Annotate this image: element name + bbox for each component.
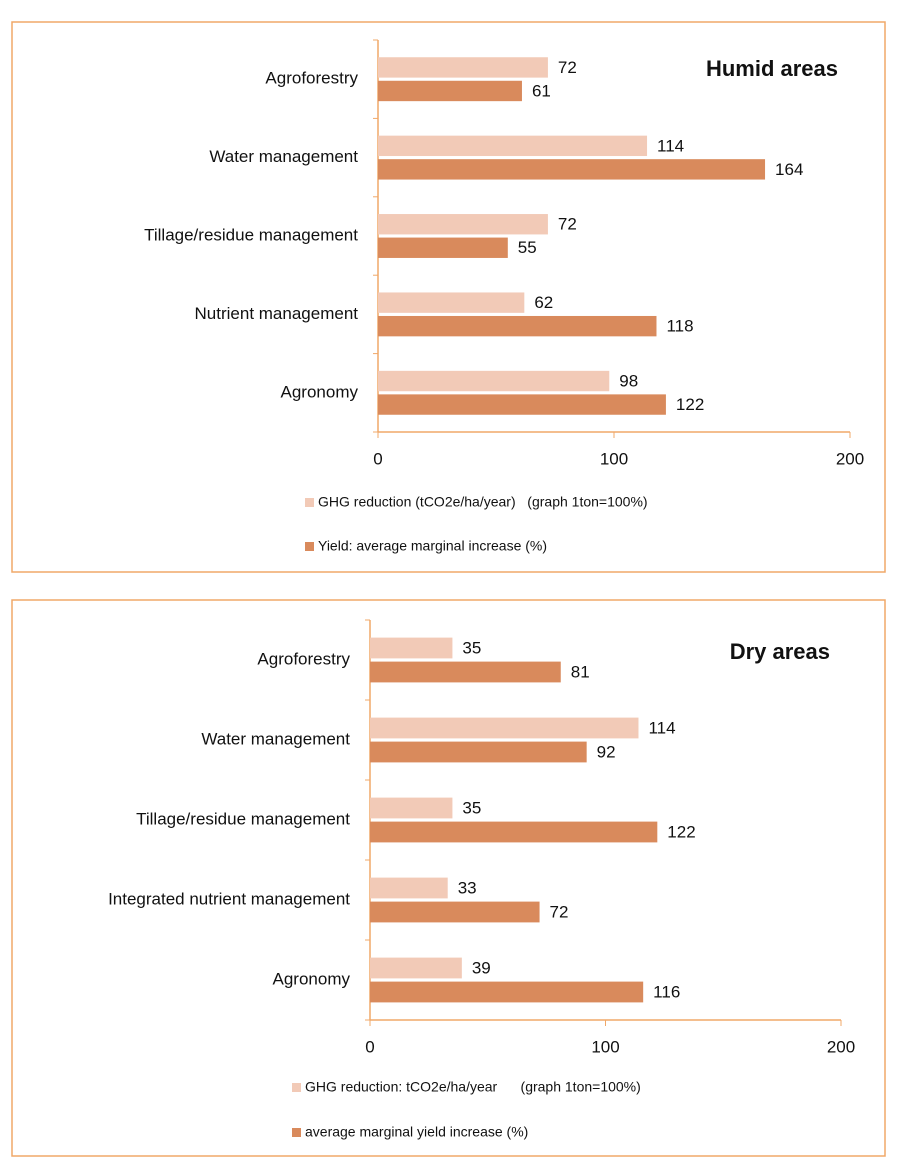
legend-label: GHG reduction: tCO2e/ha/year (graph 1ton…	[305, 1079, 641, 1095]
legend-label: GHG reduction (tCO2e/ha/year) (graph 1to…	[318, 494, 648, 510]
panel-border	[11, 599, 886, 1157]
value-label: 62	[534, 293, 553, 312]
value-label: 35	[462, 798, 481, 817]
x-tick-label: 0	[365, 1037, 374, 1056]
legend-swatch	[292, 1083, 301, 1092]
bar	[370, 637, 453, 659]
bar	[370, 821, 658, 843]
bar	[378, 370, 610, 392]
x-tick-label: 100	[600, 449, 628, 468]
bar	[378, 159, 766, 180]
value-label: 118	[666, 317, 693, 336]
category-label: Nutrient management	[195, 304, 359, 323]
category-label: Agronomy	[281, 382, 359, 401]
legend-swatch	[292, 1128, 301, 1137]
value-label: 39	[472, 958, 491, 977]
value-label: 98	[619, 372, 638, 391]
value-label: 33	[458, 878, 477, 897]
bar	[378, 315, 657, 337]
value-label: 116	[653, 982, 680, 1001]
category-label: Water management	[209, 147, 358, 166]
bar	[370, 901, 540, 923]
value-label: 72	[558, 58, 577, 77]
value-label: 114	[648, 718, 675, 737]
bar	[370, 661, 561, 683]
category-label: Agronomy	[273, 969, 351, 988]
bar	[378, 292, 525, 313]
value-label: 164	[775, 160, 803, 179]
legend-swatch	[305, 498, 314, 507]
value-label: 55	[518, 238, 537, 257]
bar	[378, 237, 508, 258]
chart-title: Dry areas	[730, 639, 830, 664]
bar	[378, 57, 548, 78]
legend-label: Yield: average marginal increase (%)	[318, 538, 547, 554]
x-tick-label: 200	[836, 449, 864, 468]
bar	[370, 957, 462, 979]
value-label: 122	[676, 395, 704, 414]
bar	[370, 797, 453, 819]
bar	[370, 981, 644, 1003]
chart-title: Humid areas	[706, 56, 838, 81]
value-label: 81	[571, 662, 590, 681]
bar	[378, 135, 648, 157]
value-label: 61	[532, 81, 551, 100]
legend-label: average marginal yield increase (%)	[305, 1124, 528, 1140]
bar	[378, 394, 666, 415]
bar	[370, 741, 587, 763]
legend-swatch	[305, 542, 314, 551]
category-label: Agroforestry	[265, 69, 358, 88]
category-label: Tillage/residue management	[136, 809, 350, 828]
value-label: 35	[462, 638, 481, 657]
value-label: 72	[550, 902, 569, 921]
x-tick-label: 0	[373, 449, 382, 468]
bar	[370, 877, 448, 899]
bar	[378, 214, 548, 235]
value-label: 92	[597, 742, 616, 761]
category-label: Tillage/residue management	[144, 225, 358, 244]
bar	[378, 80, 522, 102]
category-label: Integrated nutrient management	[108, 889, 350, 908]
bar	[370, 717, 639, 739]
x-tick-label: 200	[827, 1037, 855, 1056]
value-label: 72	[558, 215, 577, 234]
panel-border	[11, 21, 886, 573]
x-tick-label: 100	[591, 1037, 619, 1056]
value-label: 114	[657, 136, 684, 155]
value-label: 122	[667, 822, 695, 841]
category-label: Agroforestry	[257, 649, 350, 668]
category-label: Water management	[201, 729, 350, 748]
